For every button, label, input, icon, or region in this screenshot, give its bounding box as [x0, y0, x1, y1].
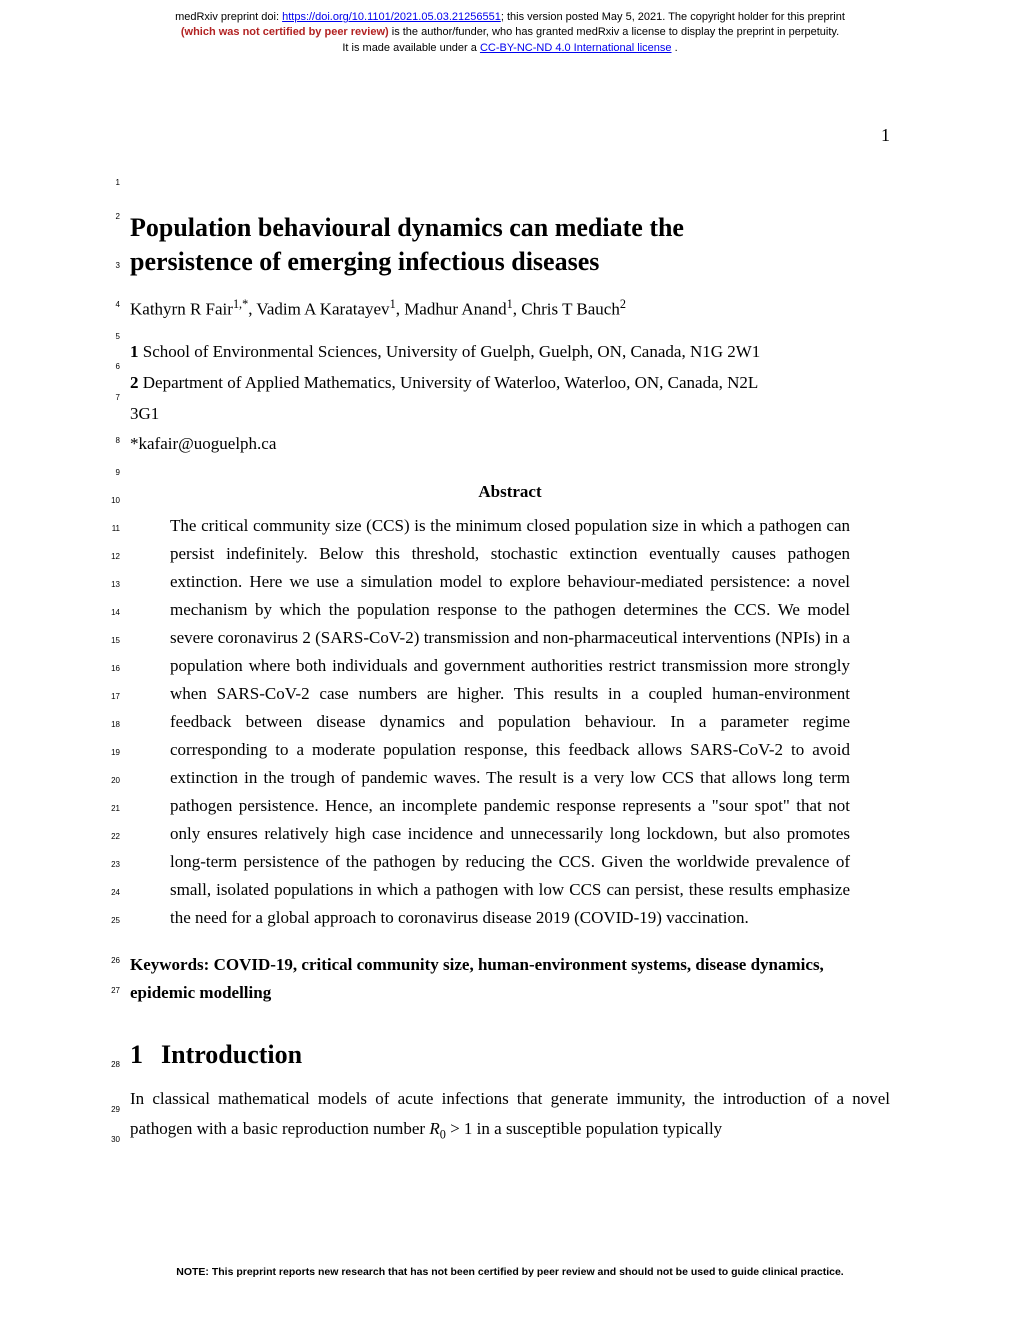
license-link[interactable]: CC-BY-NC-ND 4.0 International license [480, 42, 672, 54]
line-number: 2 [108, 212, 120, 221]
abstract-body: The critical community size (CCS) is the… [130, 512, 890, 933]
line-number: 5 [108, 332, 120, 341]
line-number: 11 [108, 524, 120, 533]
author-sep-1: , Vadim A Karatayev [248, 299, 389, 318]
line-number: 10 [108, 496, 120, 505]
math-gt: > 1 [446, 1119, 473, 1138]
page-number: 1 [881, 125, 890, 146]
abstract-heading: Abstract [130, 482, 890, 502]
affil-1-text: School of Environmental Sciences, Univer… [139, 342, 761, 361]
line-number: 13 [108, 580, 120, 589]
line-number: 28 [108, 1060, 120, 1069]
author-sep-3: , Chris T Bauch [513, 299, 620, 318]
line-number: 8 [108, 436, 120, 445]
peer-review-notice: (which was not certified by peer review) [181, 26, 389, 38]
preprint-header: medRxiv preprint doi: https://doi.org/10… [0, 0, 1020, 56]
line-number: 12 [108, 552, 120, 561]
title-line-2: persistence of emerging infectious disea… [130, 247, 599, 276]
license-suffix: . [672, 42, 678, 54]
section-1-heading: 1 Introduction [130, 1040, 890, 1070]
author-sep-2: , Madhur Anand [396, 299, 507, 318]
affil-1-num: 1 [130, 342, 139, 361]
line-number: 6 [108, 362, 120, 371]
affiliation-2: 2 Department of Applied Mathematics, Uni… [130, 368, 890, 399]
affil-2-text: Department of Applied Mathematics, Unive… [139, 373, 759, 392]
line-number: 22 [108, 832, 120, 841]
header-version: ; this version posted May 5, 2021. The c… [501, 11, 845, 23]
header-funder: is the author/funder, who has granted me… [389, 26, 839, 38]
intro-suffix: in a susceptible population typically [472, 1119, 722, 1138]
affiliation-1: 1 School of Environmental Sciences, Univ… [130, 337, 890, 368]
section-1-number: 1 [130, 1040, 143, 1069]
line-number: 17 [108, 692, 120, 701]
corresponding-email: *kafair@uoguelph.ca [130, 429, 890, 460]
line-number: 18 [108, 720, 120, 729]
line-number: 9 [108, 468, 120, 477]
line-number: 30 [108, 1135, 120, 1144]
line-number: 29 [108, 1105, 120, 1114]
line-number: 16 [108, 664, 120, 673]
main-content: Population behavioural dynamics can medi… [0, 56, 1020, 1146]
author-1: Kathyrn R Fair [130, 299, 233, 318]
affiliations: 1 School of Environmental Sciences, Univ… [130, 337, 890, 459]
line-number: 4 [108, 300, 120, 309]
line-number: 24 [108, 888, 120, 897]
line-number: 20 [108, 776, 120, 785]
line-number: 3 [108, 261, 120, 270]
affil-2-num: 2 [130, 373, 139, 392]
keywords: Keywords: COVID-19, critical community s… [130, 951, 890, 1009]
paper-title: Population behavioural dynamics can medi… [130, 211, 890, 279]
title-line-1: Population behavioural dynamics can medi… [130, 213, 684, 242]
line-number: 15 [108, 636, 120, 645]
license-prefix: It is made available under a [342, 42, 480, 54]
header-prefix: medRxiv preprint doi: [175, 11, 282, 23]
math-R: R [429, 1119, 439, 1138]
line-number: 21 [108, 804, 120, 813]
footer-note: NOTE: This preprint reports new research… [0, 1266, 1020, 1278]
doi-link[interactable]: https://doi.org/10.1101/2021.05.03.21256… [282, 11, 501, 23]
affiliation-2-cont: 3G1 [130, 399, 890, 430]
line-number: 7 [108, 393, 120, 402]
line-number: 19 [108, 748, 120, 757]
line-number: 14 [108, 608, 120, 617]
line-number: 23 [108, 860, 120, 869]
line-number: 1 [108, 178, 120, 187]
author-1-sup: 1,* [233, 297, 248, 311]
section-1-title: Introduction [161, 1040, 302, 1069]
intro-paragraph: In classical mathematical models of acut… [130, 1084, 890, 1146]
line-number: 27 [108, 986, 120, 995]
line-number: 25 [108, 916, 120, 925]
line-number: 26 [108, 956, 120, 965]
author-4-sup: 2 [620, 297, 626, 311]
authors-line: Kathyrn R Fair1,*, Vadim A Karatayev1, M… [130, 297, 890, 320]
